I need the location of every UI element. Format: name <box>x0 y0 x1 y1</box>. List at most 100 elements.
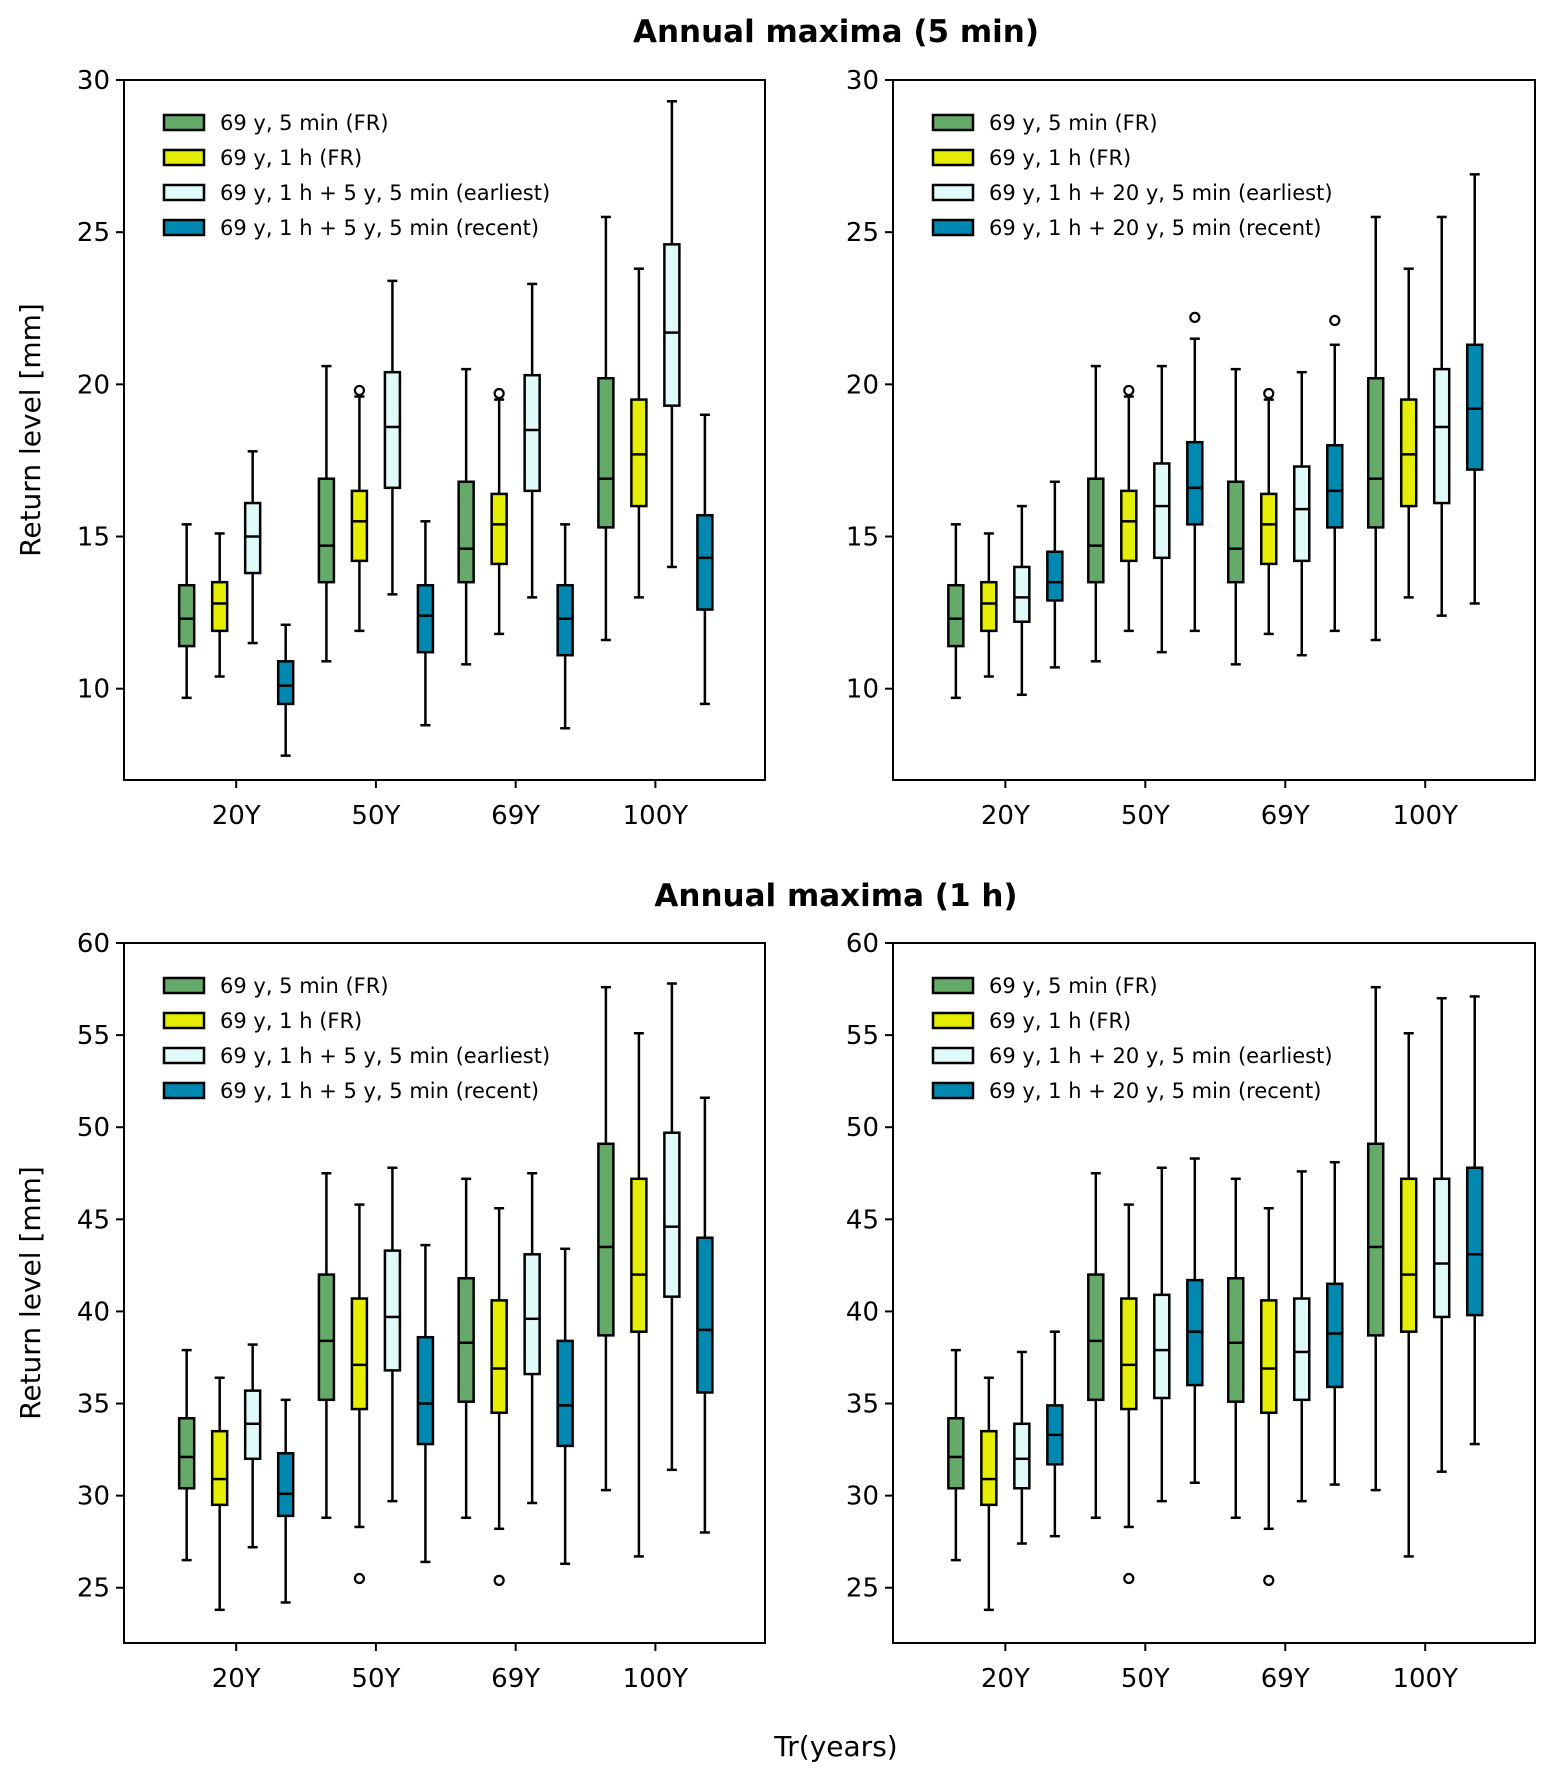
flier-point <box>1263 387 1275 400</box>
box-2-1 <box>1153 364 1171 654</box>
box-iqr <box>457 1277 475 1403</box>
legend-swatch <box>931 1046 975 1065</box>
x-tick-label: 69Y <box>1261 1664 1310 1694</box>
x-tick-label: 69Y <box>491 801 540 831</box>
y-tick-label: 25 <box>846 218 879 248</box>
box-1-3 <box>1399 267 1418 599</box>
legend-swatch <box>162 976 206 995</box>
legend-swatch <box>162 183 206 202</box>
box-2-1 <box>383 279 402 596</box>
x-tick-label: 100Y <box>1392 1664 1458 1694</box>
box-2-0 <box>243 450 262 645</box>
box-0-2 <box>1227 367 1245 666</box>
box-0-2 <box>457 367 475 666</box>
box-iqr <box>1087 477 1105 584</box>
box-2-0 <box>1013 1350 1031 1545</box>
box-iqr <box>1293 465 1311 563</box>
box-iqr <box>1153 462 1171 560</box>
box-0-0 <box>947 523 965 700</box>
box-iqr <box>1366 1142 1385 1337</box>
box-iqr <box>490 1299 508 1414</box>
box-1-1 <box>1120 384 1138 633</box>
flier-point <box>493 387 505 400</box>
box-iqr <box>1260 492 1278 566</box>
x-tick-label: 50Y <box>351 1664 400 1694</box>
box-iqr <box>1326 1282 1344 1389</box>
box-iqr <box>1186 440 1204 526</box>
box-0-1 <box>1087 364 1105 663</box>
box-2-3 <box>663 982 681 1472</box>
box-2-0 <box>1013 504 1031 697</box>
box-0-0 <box>177 1348 196 1562</box>
box-3-3 <box>1465 995 1484 1446</box>
box-iqr <box>276 1452 295 1518</box>
box-iqr <box>243 501 262 575</box>
box-iqr <box>947 1417 965 1490</box>
legend-swatch <box>931 183 975 202</box>
box-iqr <box>1227 480 1245 584</box>
x-tick-label: 50Y <box>351 801 400 831</box>
legend-swatch <box>931 1011 975 1030</box>
axes-frame <box>892 79 1536 781</box>
box-iqr <box>210 580 229 633</box>
panel-0: 10 15 20 25 30 Return level [mm] 20Y 50Y 69Y 100Y… <box>14 66 766 831</box>
y-tick-label: 25 <box>846 1574 879 1604</box>
y-tick-label: 30 <box>77 66 110 96</box>
box-iqr <box>523 1253 541 1376</box>
y-axis-label: Return level [mm] <box>14 1166 47 1420</box>
box-iqr <box>663 243 681 407</box>
legend-swatch <box>931 148 975 167</box>
box-3-2 <box>556 523 574 730</box>
flier-point <box>1189 311 1201 323</box>
box-iqr <box>556 1339 574 1448</box>
legend-label: 69 y, 5 min (FR) <box>220 974 389 998</box>
box-iqr <box>1087 1273 1105 1402</box>
legend-swatch <box>162 1011 206 1030</box>
box-iqr <box>523 373 541 493</box>
box-3-3 <box>696 413 714 706</box>
legend-label: 69 y, 1 h (FR) <box>220 146 362 170</box>
box-0-0 <box>177 523 196 700</box>
legend-swatch <box>162 113 206 132</box>
box-iqr <box>383 370 402 490</box>
legend-label: 69 y, 1 h + 5 y, 5 min (recent) <box>220 216 539 240</box>
section-title-5min: Annual maxima (5 min) <box>633 14 1039 50</box>
flier-point <box>353 384 366 397</box>
legend-label: 69 y, 1 h + 20 y, 5 min (recent) <box>989 1079 1321 1103</box>
box-2-1 <box>1153 1166 1171 1503</box>
legend-label: 69 y, 1 h + 5 y, 5 min (earliest) <box>220 181 550 205</box>
x-axis-label: Tr(years) <box>773 1730 897 1763</box>
box-0-3 <box>597 985 615 1492</box>
box-2-2 <box>1293 1170 1311 1503</box>
box-iqr <box>696 513 714 611</box>
box-iqr <box>1399 398 1418 508</box>
y-tick-label: 15 <box>846 523 879 553</box>
y-tick-label: 60 <box>77 929 110 959</box>
y-tick-label: 55 <box>77 1021 110 1051</box>
legend-label: 69 y, 1 h + 20 y, 5 min (recent) <box>989 216 1321 240</box>
box-iqr <box>1465 1166 1484 1317</box>
box-3-1 <box>1186 1157 1204 1484</box>
legend-swatch <box>162 1046 206 1065</box>
y-tick-label: 15 <box>77 523 110 553</box>
legend-swatch <box>931 113 975 132</box>
legend-label: 69 y, 1 h + 20 y, 5 min (earliest) <box>989 1044 1333 1068</box>
box-2-2 <box>523 1172 541 1505</box>
box-0-1 <box>317 1172 336 1519</box>
box-2-3 <box>1432 215 1451 617</box>
y-axis-label: Return level [mm] <box>14 303 47 557</box>
flier-point <box>1123 384 1135 397</box>
x-tick-label: 69Y <box>491 1664 540 1694</box>
x-tick-label: 69Y <box>1261 801 1310 831</box>
box-2-0 <box>243 1343 262 1549</box>
flier-point <box>1123 1572 1135 1585</box>
box-iqr <box>490 492 508 566</box>
box-2-3 <box>663 100 681 569</box>
panel-2: 25 30 35 40 45 50 55 60 Return level [mm] 20Y 50Y 6… <box>14 929 766 1694</box>
x-tick-label: 20Y <box>212 1664 261 1694</box>
box-iqr <box>597 1142 615 1337</box>
box-iqr <box>630 398 648 508</box>
y-tick-label: 55 <box>846 1021 879 1051</box>
box-iqr <box>1227 1277 1245 1403</box>
box-3-1 <box>416 1243 435 1564</box>
